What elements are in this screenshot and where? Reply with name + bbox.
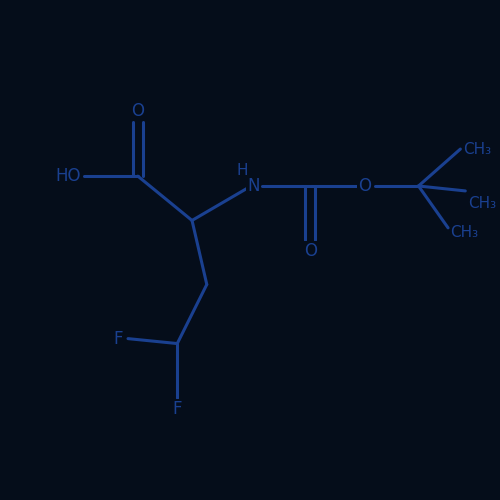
- Text: F: F: [172, 400, 182, 417]
- Text: O: O: [358, 177, 371, 195]
- Text: CH₃: CH₃: [450, 226, 478, 240]
- Text: N: N: [248, 177, 260, 195]
- Text: HO: HO: [56, 167, 81, 185]
- Text: F: F: [114, 330, 123, 347]
- Text: H: H: [237, 162, 248, 178]
- Text: O: O: [132, 102, 144, 120]
- Text: CH₃: CH₃: [468, 196, 496, 210]
- Text: O: O: [304, 242, 316, 260]
- Text: CH₃: CH₃: [463, 142, 491, 156]
